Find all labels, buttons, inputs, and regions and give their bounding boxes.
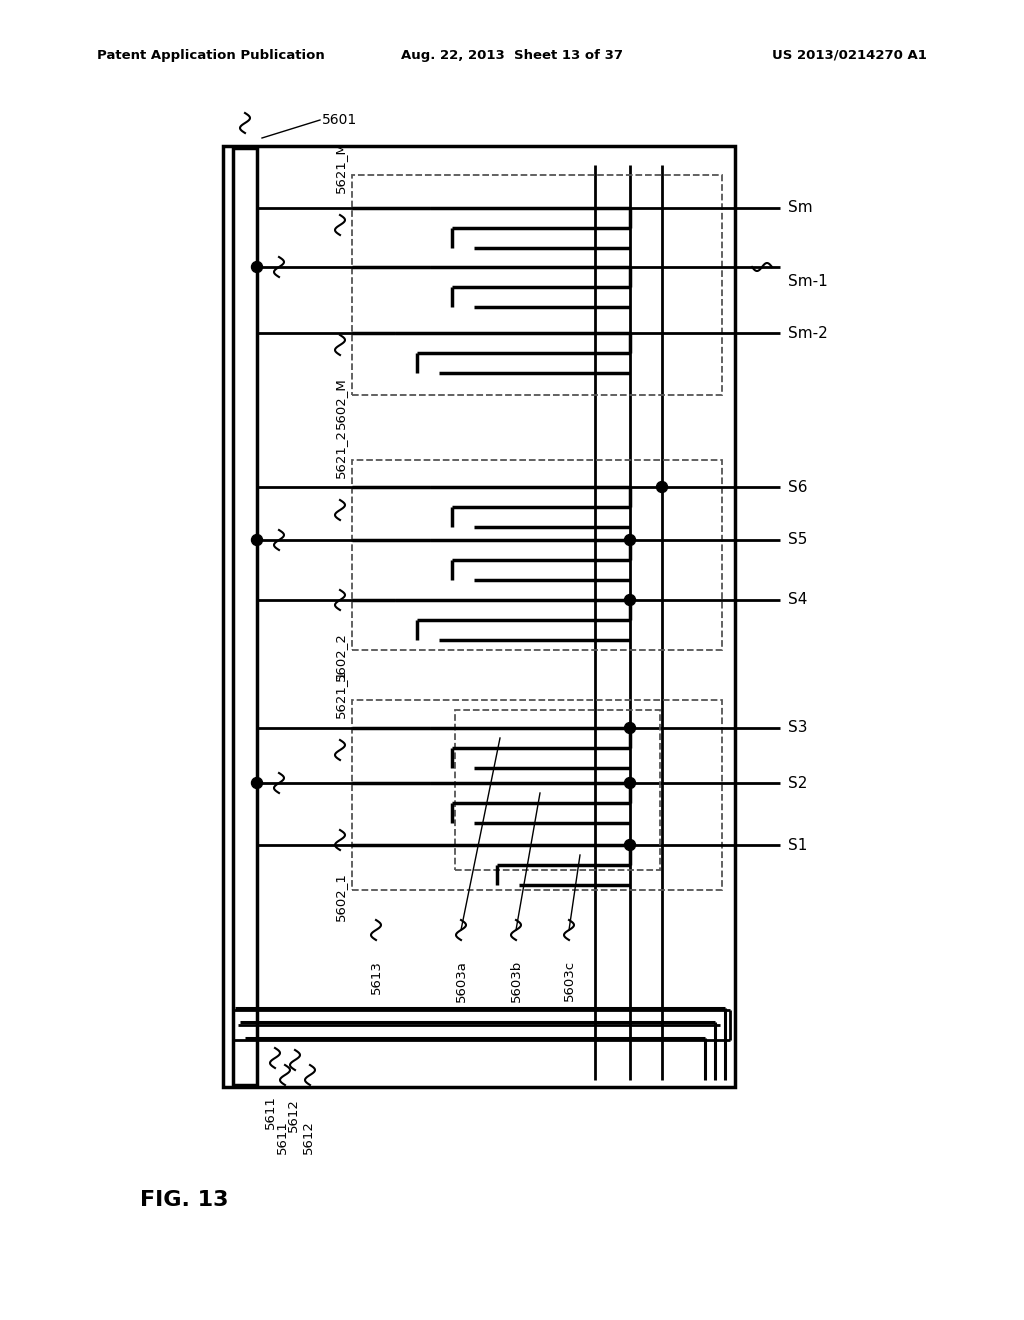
Text: 5602_1: 5602_1 xyxy=(334,873,347,921)
Text: US 2013/0214270 A1: US 2013/0214270 A1 xyxy=(772,49,927,62)
Circle shape xyxy=(252,261,262,272)
Text: 5611: 5611 xyxy=(263,1096,276,1129)
Text: S6: S6 xyxy=(788,479,808,495)
Text: 5602_M: 5602_M xyxy=(334,378,347,429)
Text: 5611: 5611 xyxy=(275,1119,289,1154)
Bar xyxy=(223,147,735,1086)
Text: S2: S2 xyxy=(788,776,807,791)
Text: 5603b: 5603b xyxy=(510,960,523,1002)
Text: 5612: 5612 xyxy=(301,1119,314,1154)
Circle shape xyxy=(625,535,636,545)
Bar xyxy=(352,176,722,395)
Circle shape xyxy=(656,482,668,492)
Text: S1: S1 xyxy=(788,837,807,853)
Circle shape xyxy=(625,594,636,606)
Circle shape xyxy=(625,777,636,788)
Circle shape xyxy=(252,535,262,545)
Text: Sm-2: Sm-2 xyxy=(788,326,827,341)
Text: 5603c: 5603c xyxy=(563,960,575,1001)
Text: 5612: 5612 xyxy=(287,1098,299,1131)
Bar xyxy=(455,710,660,870)
Text: Patent Application Publication: Patent Application Publication xyxy=(97,49,325,62)
Text: Aug. 22, 2013  Sheet 13 of 37: Aug. 22, 2013 Sheet 13 of 37 xyxy=(401,49,623,62)
Text: S3: S3 xyxy=(788,721,808,735)
Circle shape xyxy=(252,777,262,788)
Text: Sm-1: Sm-1 xyxy=(788,275,827,289)
Text: 5602_2: 5602_2 xyxy=(334,632,347,681)
Circle shape xyxy=(625,722,636,734)
Circle shape xyxy=(625,840,636,850)
Text: 5621_M: 5621_M xyxy=(334,141,347,193)
Bar xyxy=(352,700,722,890)
Text: 5621_2: 5621_2 xyxy=(334,429,347,478)
Text: Sm: Sm xyxy=(788,201,813,215)
Text: S5: S5 xyxy=(788,532,807,548)
Text: 5613: 5613 xyxy=(370,960,383,994)
Text: 5603a: 5603a xyxy=(455,960,468,1002)
Text: FIG. 13: FIG. 13 xyxy=(140,1191,228,1210)
Bar xyxy=(233,148,257,1085)
Text: S4: S4 xyxy=(788,593,807,607)
Text: 5601: 5601 xyxy=(322,114,357,127)
Text: 5621_1: 5621_1 xyxy=(334,669,347,718)
Bar xyxy=(352,459,722,649)
